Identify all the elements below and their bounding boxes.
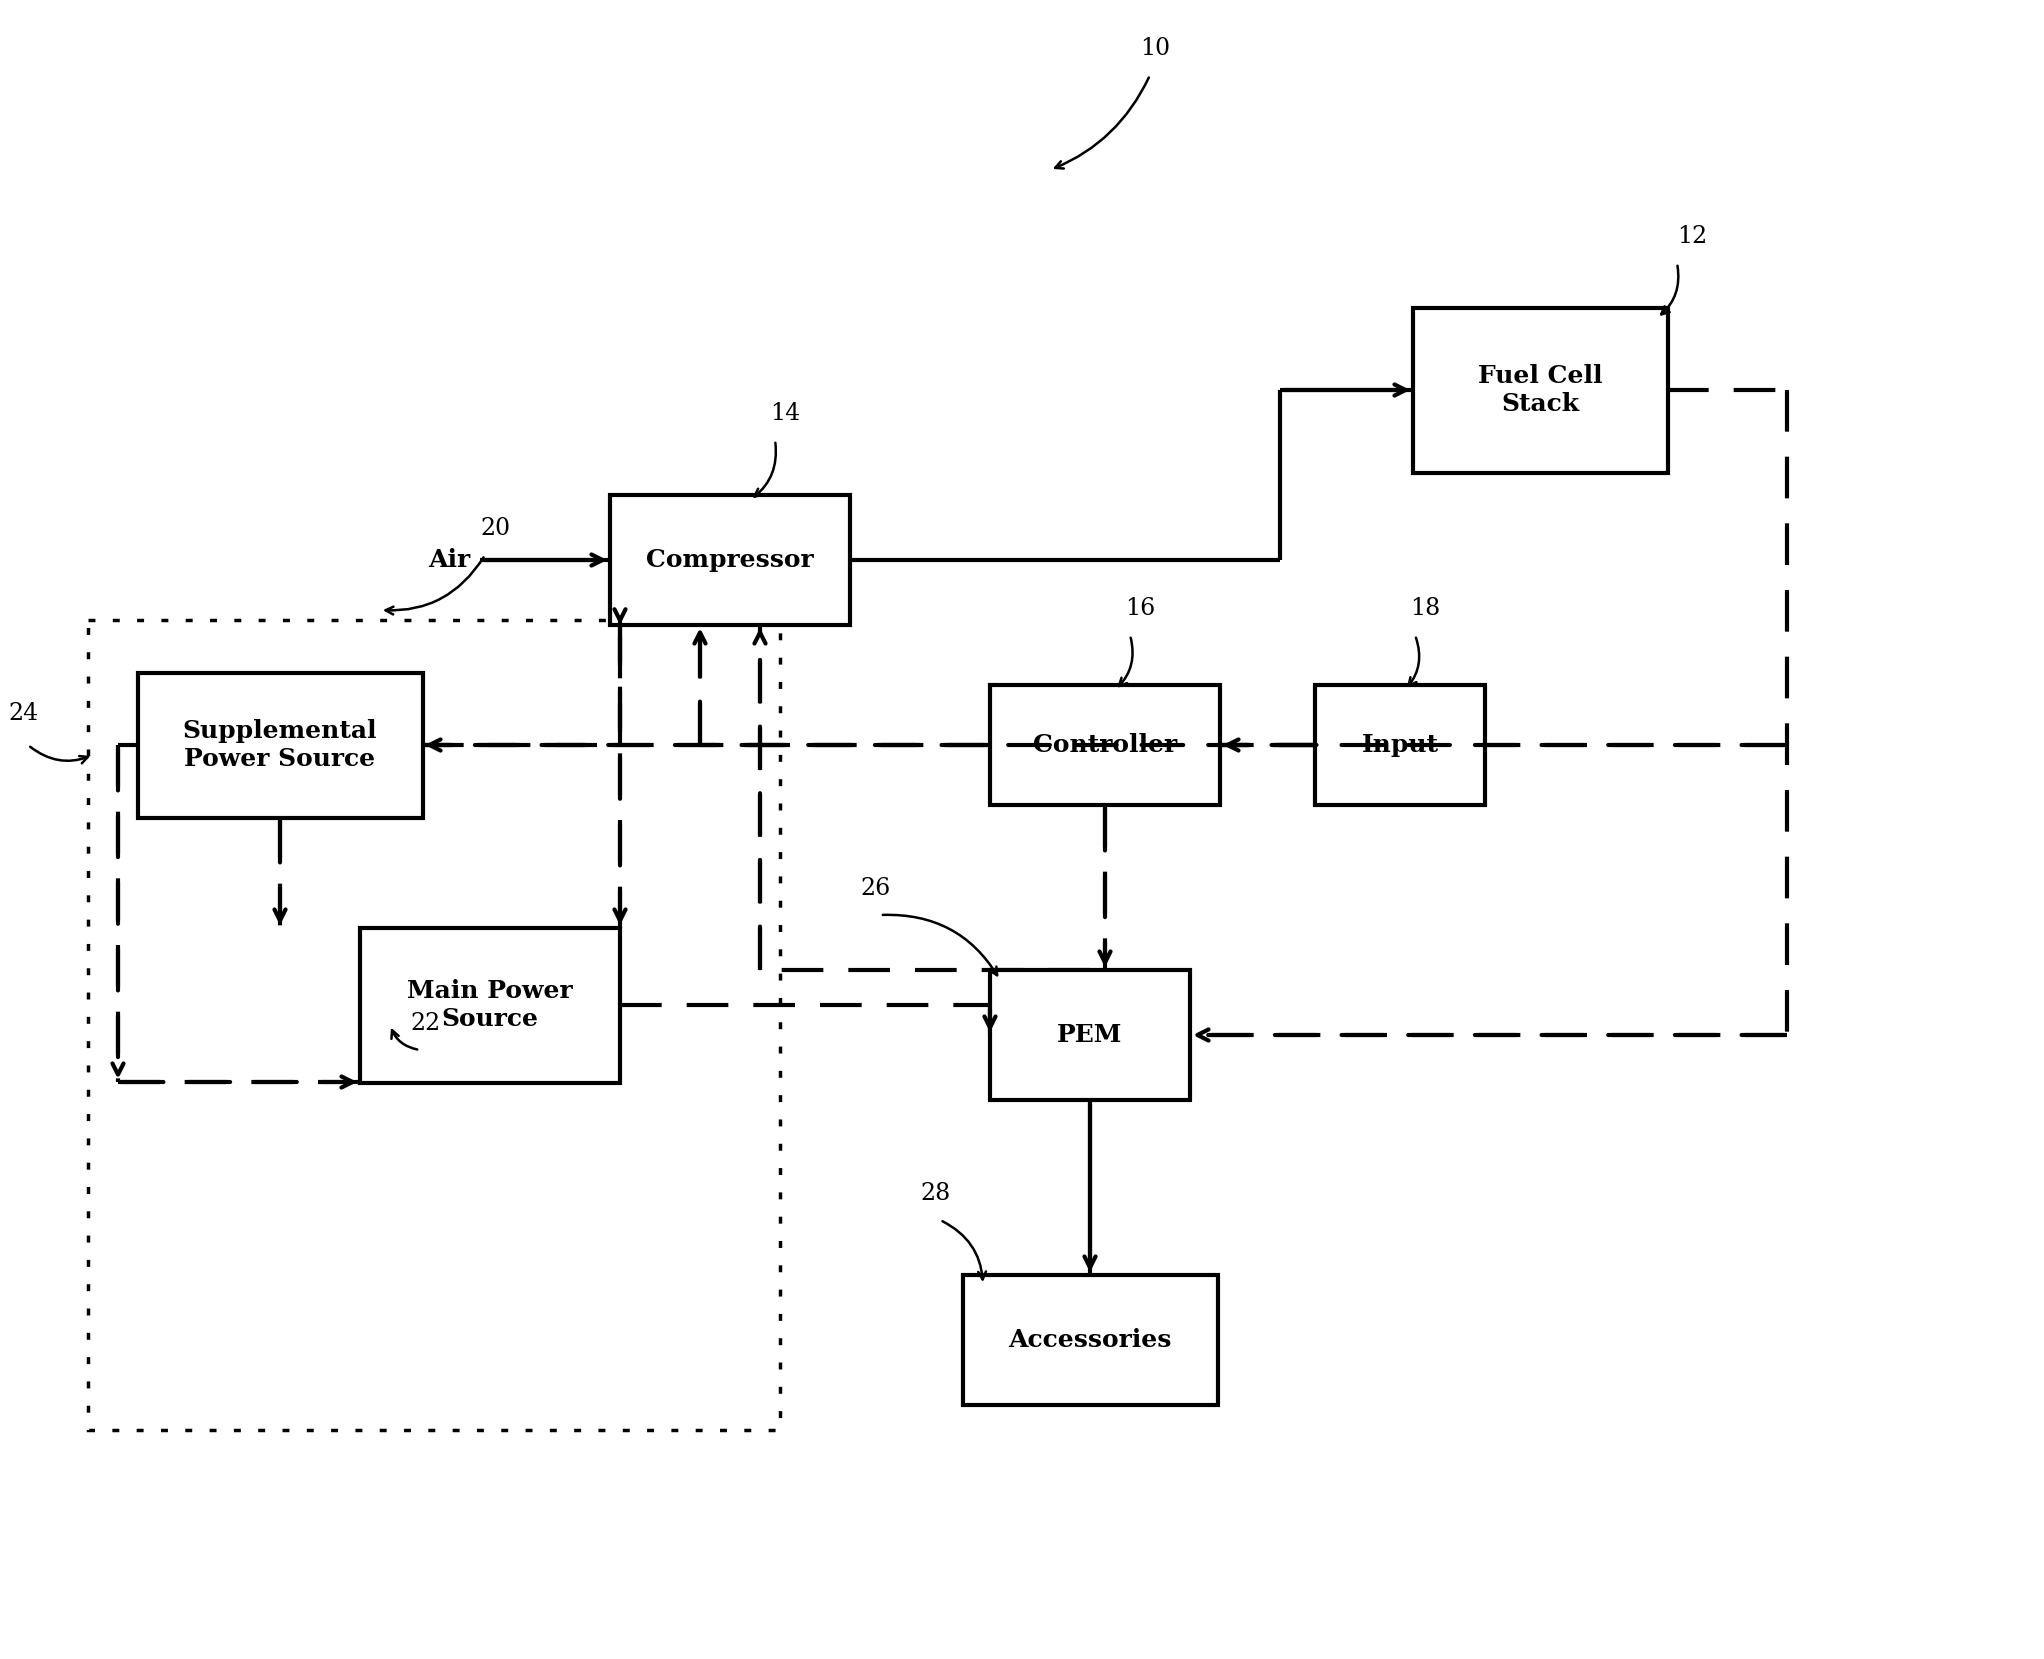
Text: 20: 20 (480, 518, 511, 539)
Bar (963, 1276, 1218, 1405)
Text: Main Power
Source: Main Power Source (407, 979, 572, 1030)
Text: Compressor: Compressor (646, 547, 814, 572)
Text: Accessories: Accessories (1008, 1327, 1171, 1352)
Text: 14: 14 (771, 401, 801, 425)
Bar (1412, 307, 1668, 473)
Text: 18: 18 (1410, 597, 1441, 620)
Text: Air: Air (427, 547, 470, 572)
Text: 22: 22 (411, 1012, 439, 1035)
Text: 28: 28 (920, 1181, 950, 1204)
Text: 24: 24 (8, 702, 39, 725)
Text: 26: 26 (861, 878, 891, 899)
Bar (609, 494, 850, 625)
Bar (989, 971, 1190, 1100)
Bar (989, 685, 1220, 805)
Bar (1314, 685, 1486, 805)
Text: 12: 12 (1676, 226, 1707, 247)
Text: Fuel Cell
Stack: Fuel Cell Stack (1478, 363, 1602, 416)
Bar (137, 672, 423, 818)
Text: PEM: PEM (1057, 1024, 1122, 1047)
Bar (88, 620, 781, 1430)
Text: Supplemental
Power Source: Supplemental Power Source (182, 718, 378, 771)
Bar (360, 927, 619, 1083)
Text: 16: 16 (1124, 597, 1155, 620)
Text: 10: 10 (1141, 36, 1169, 60)
Text: Controller: Controller (1032, 733, 1177, 757)
Text: Input: Input (1361, 733, 1439, 757)
